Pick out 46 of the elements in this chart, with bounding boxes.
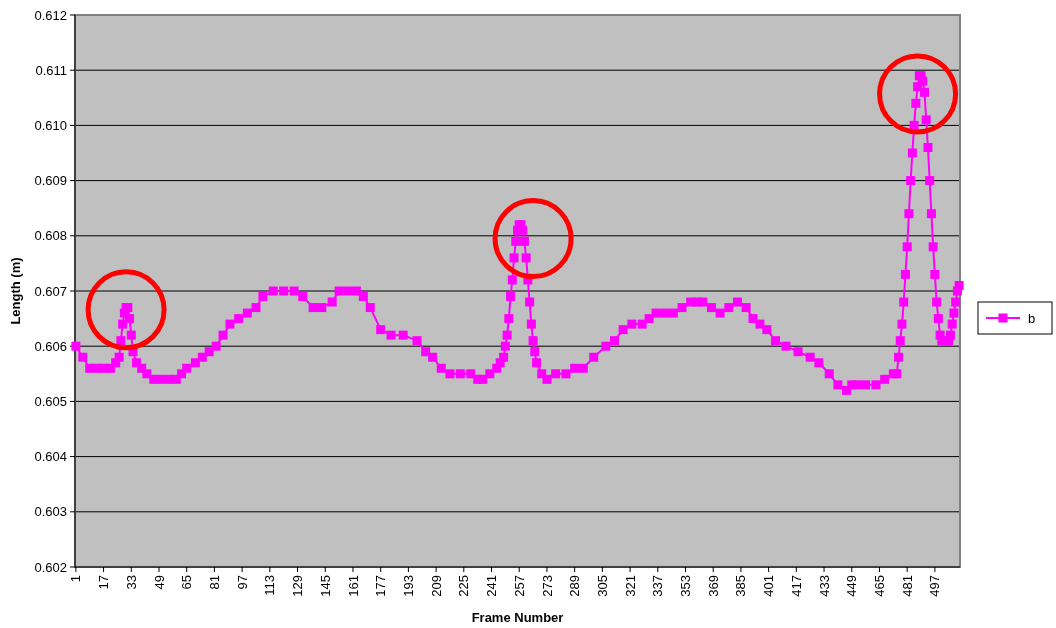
x-tick-label: 81 [206, 575, 222, 590]
x-tick-label: 449 [844, 575, 860, 597]
x-tick-label: 369 [705, 575, 721, 597]
y-tick-label: 0.603 [34, 504, 67, 520]
x-tick-label: 97 [234, 575, 250, 590]
x-tick-label: 289 [567, 575, 583, 597]
x-tick-label: 497 [927, 575, 943, 597]
x-tick-label: 353 [678, 575, 694, 597]
y-tick-label: 0.606 [34, 338, 67, 354]
y-tick-label: 0.607 [34, 283, 67, 299]
x-tick-label: 161 [345, 575, 361, 597]
legend-label: b [1028, 310, 1036, 326]
x-tick-label: 145 [317, 575, 333, 597]
x-tick-label: 273 [539, 575, 555, 597]
y-tick-label: 0.612 [34, 7, 67, 23]
x-tick-label: 209 [428, 575, 444, 597]
x-tick-label: 321 [622, 575, 638, 597]
x-tick-label: 481 [899, 575, 915, 597]
y-tick-label: 0.608 [34, 228, 67, 244]
x-tick-label: 225 [456, 575, 472, 597]
x-tick-label: 129 [290, 575, 306, 597]
y-axis-title: Length (m) [8, 257, 23, 325]
x-tick-label: 17 [96, 575, 112, 590]
x-tick-label: 113 [262, 575, 278, 596]
x-tick-label: 433 [816, 575, 832, 597]
x-axis-title: Frame Number [471, 610, 564, 625]
x-tick-label: 385 [733, 575, 749, 597]
x-tick-label: 337 [650, 575, 666, 597]
x-tick-label: 401 [761, 575, 777, 597]
x-tick-label: 241 [484, 575, 500, 597]
y-tick-label: 0.611 [35, 62, 67, 78]
x-tick-label: 33 [123, 575, 139, 590]
x-tick-label: 1 [68, 575, 84, 583]
y-tick-label: 0.602 [34, 559, 67, 575]
y-tick-label: 0.609 [34, 173, 67, 189]
x-tick-label: 65 [179, 575, 195, 590]
y-tick-label: 0.610 [34, 117, 67, 133]
x-tick-label: 465 [872, 575, 888, 597]
x-tick-label: 257 [511, 575, 527, 597]
x-tick-label: 193 [400, 575, 416, 597]
y-tick-label: 0.604 [34, 449, 67, 465]
x-tick-label: 49 [151, 575, 167, 590]
x-tick-label: 417 [788, 575, 804, 597]
y-tick-label: 0.605 [34, 393, 67, 409]
x-tick-label: 305 [594, 575, 610, 597]
x-tick-label: 177 [373, 575, 389, 597]
